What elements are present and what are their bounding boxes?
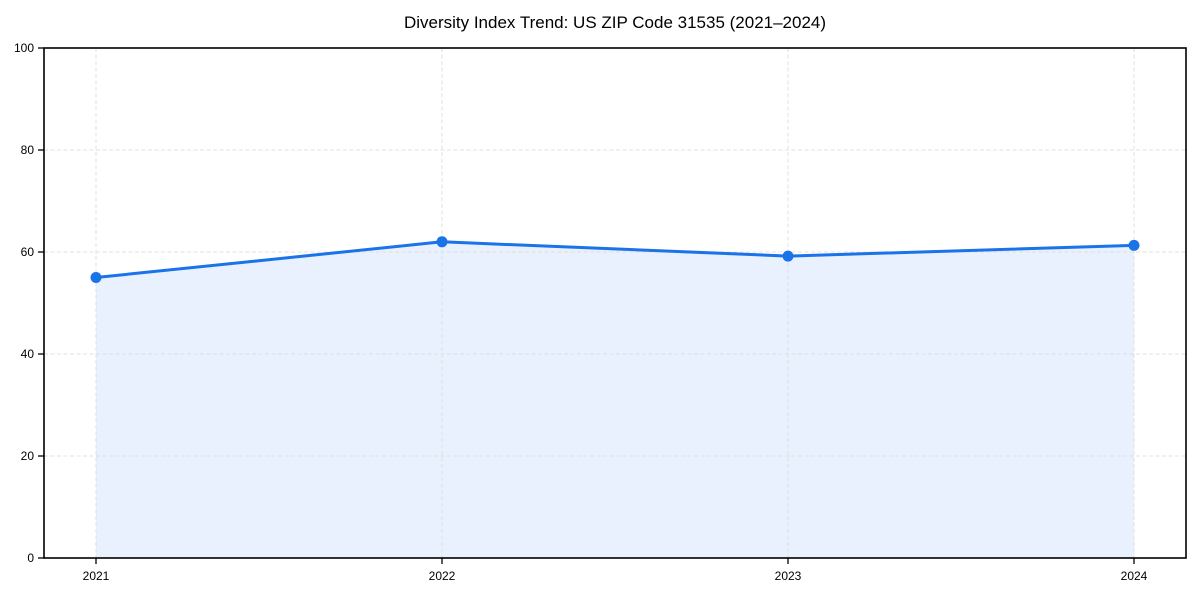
y-tick-label: 80 [21, 143, 35, 157]
y-tick-label: 40 [21, 347, 35, 361]
plot-border [43, 47, 1187, 559]
x-tick-label: 2024 [1121, 569, 1148, 583]
data-point-2021 [90, 272, 102, 283]
x-tick-label: 2021 [83, 569, 110, 583]
data-point-2024 [1128, 239, 1140, 251]
area-fill [96, 241, 1134, 559]
y-tick-label: 20 [21, 449, 35, 463]
chart-title: Diversity Index Trend: US ZIP Code 31535… [403, 13, 827, 32]
y-tick-label: 0 [27, 551, 34, 565]
x-tick-label: 2022 [429, 569, 456, 583]
y-tick-label: 60 [21, 245, 35, 259]
y-tick-label: 100 [14, 41, 34, 55]
trend-line [94, 240, 1136, 279]
data-point-2022 [436, 236, 448, 248]
x-tick-label: 2023 [775, 569, 802, 583]
data-point-2023 [782, 250, 794, 262]
